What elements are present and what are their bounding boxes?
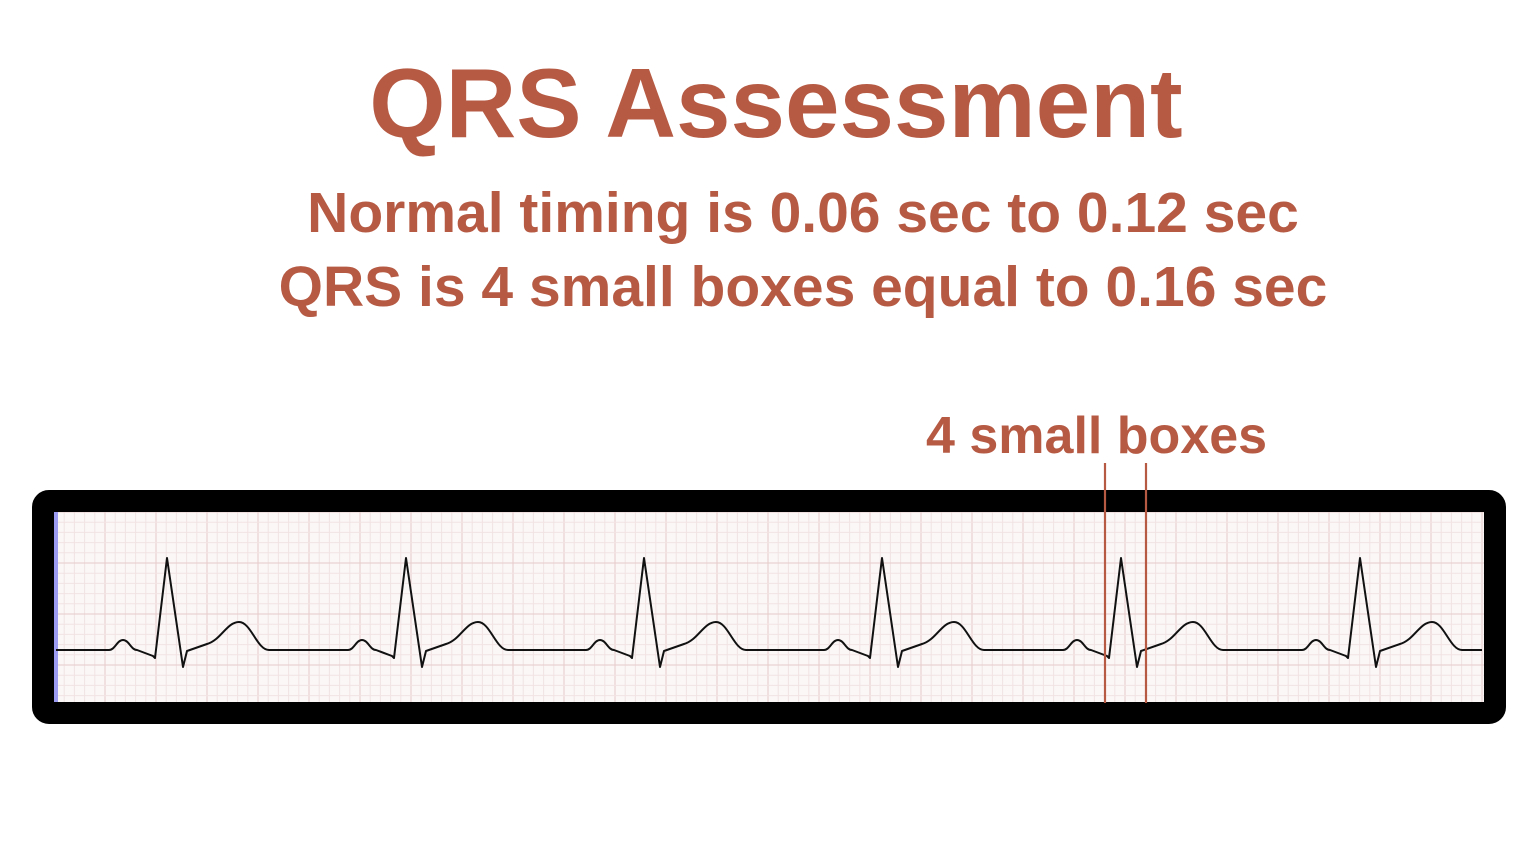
ecg-paper-background — [54, 512, 1484, 702]
ecg-paper — [53, 511, 1484, 702]
ecg-trace — [56, 557, 1482, 668]
normal-timing-text: Normal timing is 0.06 sec to 0.12 sec — [307, 181, 1299, 245]
ecg-paper-left-edge — [54, 512, 58, 702]
small-boxes-marker-label: 4 small boxes — [926, 407, 1268, 465]
slide-title: QRS Assessment — [369, 48, 1183, 158]
qrs-measurement-text: QRS is 4 small boxes equal to 0.16 sec — [278, 255, 1328, 319]
ecg-strip-frame — [32, 490, 1506, 724]
ecg-grid — [53, 511, 1484, 702]
